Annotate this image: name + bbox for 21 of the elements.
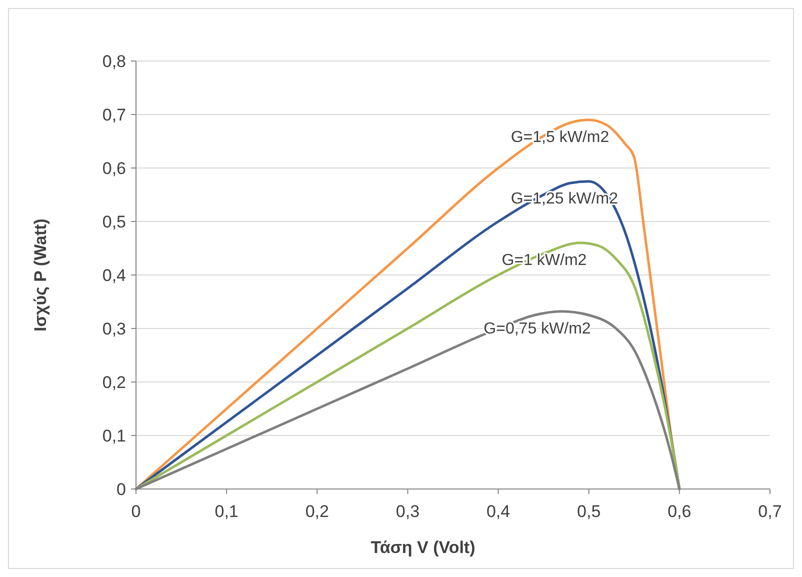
y-tick-label: 0,3 (102, 319, 126, 338)
x-tick-label: 0,3 (396, 502, 420, 521)
y-tick-label: 0 (116, 480, 126, 499)
y-tick-label: 0,8 (102, 52, 126, 71)
y-axis-title: Ισχύς P (Watt) (31, 218, 50, 332)
x-tick-label: 0,1 (214, 502, 238, 521)
y-tick-label: 0,7 (102, 105, 126, 124)
y-tick-label: 0,5 (102, 212, 126, 232)
x-tick-label: 0 (131, 502, 141, 521)
x-tick-label: 0,2 (305, 502, 329, 521)
x-tick-label: 0,7 (758, 502, 782, 521)
y-tick-label: 0,1 (102, 426, 126, 446)
line-series (134, 242, 681, 490)
y-tick-label: 0,4 (102, 266, 126, 285)
x-tick-label: 0,6 (668, 502, 692, 521)
x-tick-label: 0,4 (486, 502, 510, 521)
line-series (134, 118, 681, 490)
x-tick-label: 0,5 (577, 502, 601, 521)
y-tick-label: 0,2 (102, 372, 126, 392)
x-axis-title: Τάση V (Volt) (370, 538, 476, 557)
y-tick-label: 0,6 (102, 158, 126, 178)
